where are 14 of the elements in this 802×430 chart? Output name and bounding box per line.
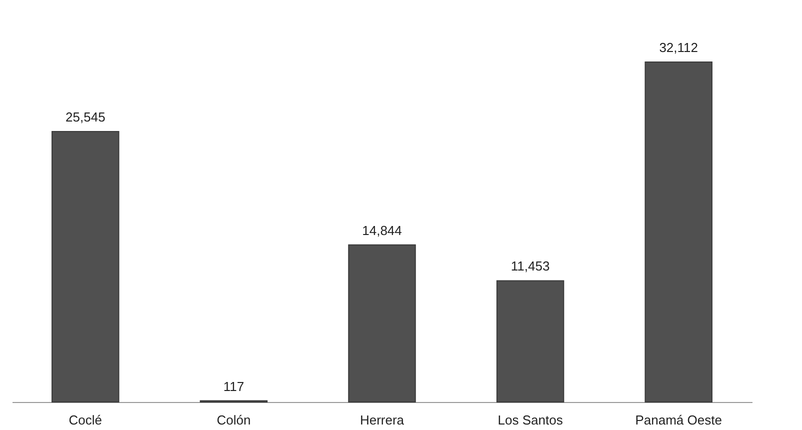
x-tick-label: Los Santos: [498, 412, 564, 428]
data-label: 117: [223, 378, 244, 394]
x-tick-label: Colón: [216, 412, 251, 428]
bar: [52, 131, 120, 402]
bar: [644, 62, 712, 402]
data-label: 25,545: [66, 110, 106, 125]
data-label: 14,844: [362, 222, 402, 238]
x-tick-label: Herrera: [360, 412, 405, 428]
bar: [348, 244, 416, 402]
data-label: 11,453: [510, 258, 550, 274]
bar: [496, 280, 564, 402]
data-label: 32,112: [659, 40, 698, 55]
x-tick-label: Panamá Oeste: [635, 412, 722, 428]
x-tick-label: Coclé: [68, 412, 102, 428]
